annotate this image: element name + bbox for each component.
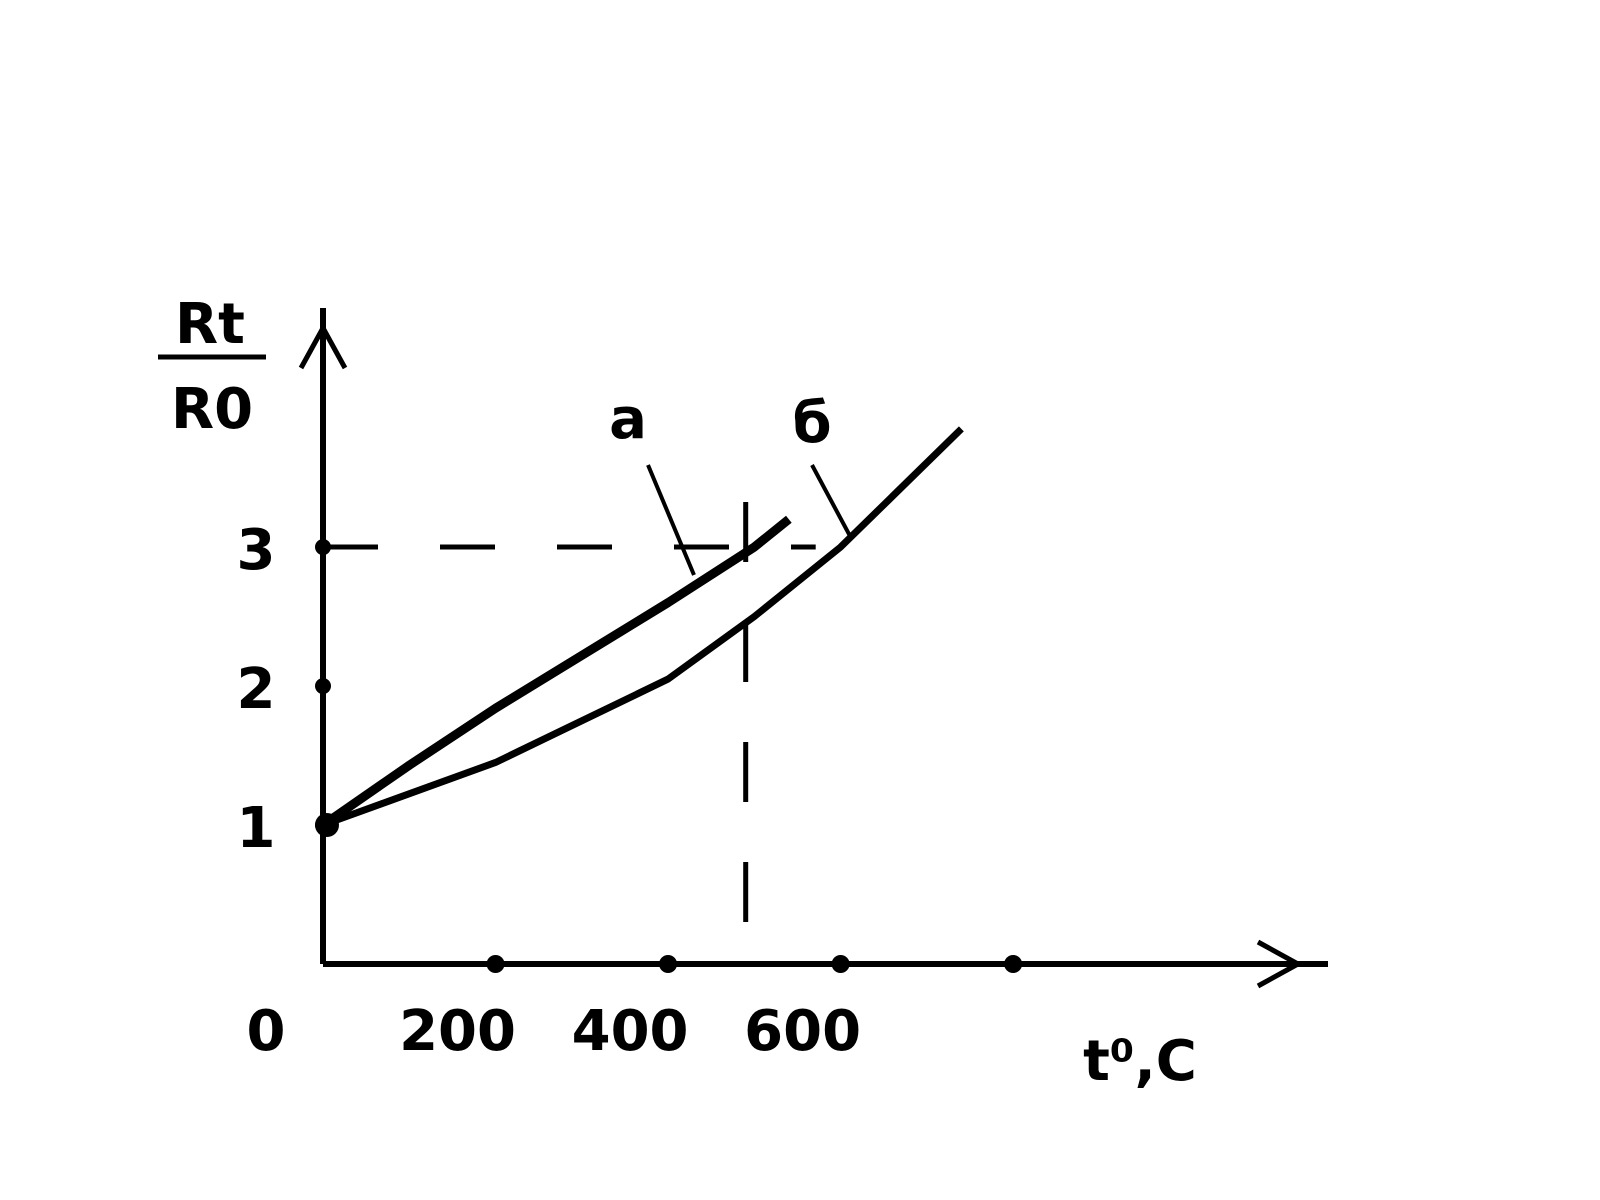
y-label-denominator: R0 [171,377,253,442]
series-label: б [792,391,831,456]
y-tick-dot [315,678,331,695]
origin-dot [315,813,339,838]
x-tick-label: 400 [572,999,689,1064]
x-tick-label: 200 [399,999,516,1064]
x-tick-label: 600 [744,999,861,1064]
leader-line [810,464,852,537]
series-line [320,515,792,829]
x-tick-dot [1004,955,1023,973]
y-tick-label: 2 [237,657,276,722]
series-line [321,426,964,829]
x-tick-dot [831,955,850,973]
y-arrow [298,322,348,370]
x-arrow [1256,939,1304,989]
y-tick-label: 3 [237,518,276,583]
leader-line [646,464,696,576]
x-tick-label: 0 [247,999,286,1064]
series-label: а [609,387,647,452]
x-label: t⁰,C [1083,1029,1197,1094]
y-label-numerator: Rt [175,292,245,357]
y-tick-label: 1 [237,796,276,861]
x-tick-dot [486,955,505,973]
y-tick-dot [315,539,331,556]
x-tick-dot [659,955,678,973]
